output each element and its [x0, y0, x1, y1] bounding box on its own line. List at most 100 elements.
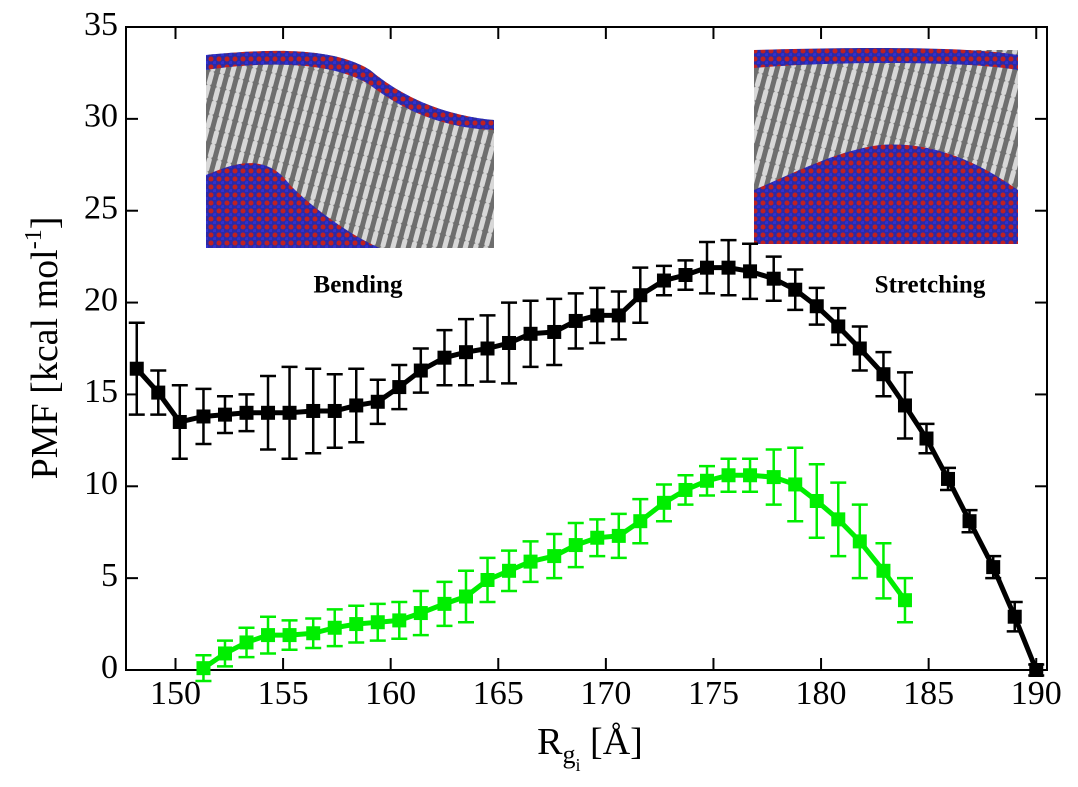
marker — [282, 628, 297, 643]
marker — [239, 635, 254, 650]
marker — [831, 319, 846, 334]
marker — [480, 341, 495, 356]
marker — [458, 345, 473, 360]
marker — [656, 495, 671, 510]
marker — [788, 477, 803, 492]
marker — [897, 398, 912, 413]
marker — [1029, 663, 1044, 677]
marker — [809, 299, 824, 314]
marker — [852, 341, 867, 356]
marker — [306, 403, 321, 418]
x-label-end: [Å] — [581, 721, 643, 763]
marker — [239, 405, 254, 420]
marker — [217, 407, 232, 422]
marker — [919, 431, 934, 446]
marker — [788, 282, 803, 297]
marker — [502, 563, 517, 578]
marker — [568, 538, 583, 553]
marker — [327, 403, 342, 418]
inset-stretching — [754, 47, 1018, 244]
marker — [306, 626, 321, 641]
marker — [656, 273, 671, 288]
x-label-subsub: i — [576, 755, 581, 775]
x-tick-label: 155 — [258, 675, 309, 712]
marker — [392, 380, 407, 395]
marker — [678, 482, 693, 497]
marker — [370, 394, 385, 409]
marker — [196, 409, 211, 424]
y-tick-label: 25 — [84, 190, 118, 227]
y-tick-label: 5 — [101, 557, 118, 594]
x-tick-label: 160 — [365, 675, 416, 712]
marker — [633, 514, 648, 529]
marker — [523, 554, 538, 569]
marker — [700, 473, 715, 488]
marker — [437, 350, 452, 365]
x-label-sub: g — [563, 740, 576, 769]
y-axis-label: PMF [kcal mol-1] — [21, 217, 66, 480]
marker — [349, 398, 364, 413]
marker — [743, 264, 758, 279]
y-label-end: ] — [24, 217, 66, 230]
marker — [721, 260, 736, 275]
marker — [831, 512, 846, 527]
x-tick-label: 180 — [796, 675, 847, 712]
marker — [370, 615, 385, 630]
x-tick-label: 175 — [688, 675, 739, 712]
marker — [962, 514, 977, 529]
marker — [547, 324, 562, 339]
marker — [590, 530, 605, 545]
marker — [611, 528, 626, 543]
marker — [392, 613, 407, 628]
marker — [678, 268, 693, 283]
y-tick-label: 10 — [84, 465, 118, 502]
marker — [327, 620, 342, 635]
marker — [172, 414, 187, 429]
marker — [852, 534, 867, 549]
marker — [261, 405, 276, 420]
y-tick-label: 15 — [84, 373, 118, 410]
marker — [766, 271, 781, 286]
marker — [349, 617, 364, 632]
marker — [1007, 609, 1022, 624]
y-tick-label: 0 — [101, 649, 118, 686]
marker — [809, 493, 824, 508]
marker — [261, 628, 276, 643]
marker — [129, 361, 144, 376]
marker — [568, 313, 583, 328]
marker — [413, 363, 428, 378]
x-label-text: R — [537, 721, 563, 763]
x-tick-label: 190 — [1011, 675, 1062, 712]
y-label-sup: -1 — [21, 229, 47, 249]
marker — [941, 471, 956, 486]
y-tick-label: 30 — [84, 98, 118, 135]
x-tick-label: 170 — [580, 675, 631, 712]
annotation: Bending — [314, 272, 403, 299]
x-tick-label: 165 — [473, 675, 524, 712]
y-tick-label: 35 — [84, 6, 118, 43]
marker — [502, 335, 517, 350]
marker — [700, 260, 715, 275]
marker — [547, 549, 562, 564]
marker — [437, 596, 452, 611]
inset-bending — [206, 42, 494, 248]
series-line — [134, 265, 1039, 671]
y-label-text: PMF [kcal mol — [24, 249, 66, 479]
x-tick-label: 185 — [903, 675, 954, 712]
marker — [590, 308, 605, 323]
x-axis-label: Rgi [Å] — [537, 721, 643, 775]
annotation: Stretching — [875, 272, 986, 299]
marker — [876, 563, 891, 578]
marker — [876, 367, 891, 382]
marker — [766, 470, 781, 485]
marker — [413, 606, 428, 621]
marker — [217, 646, 232, 661]
plot-frame — [125, 26, 1048, 671]
marker — [151, 385, 166, 400]
marker — [196, 661, 211, 676]
marker — [633, 288, 648, 303]
x-tick-label: 150 — [150, 675, 201, 712]
y-tick-label: 20 — [84, 281, 118, 318]
marker — [986, 560, 1001, 575]
